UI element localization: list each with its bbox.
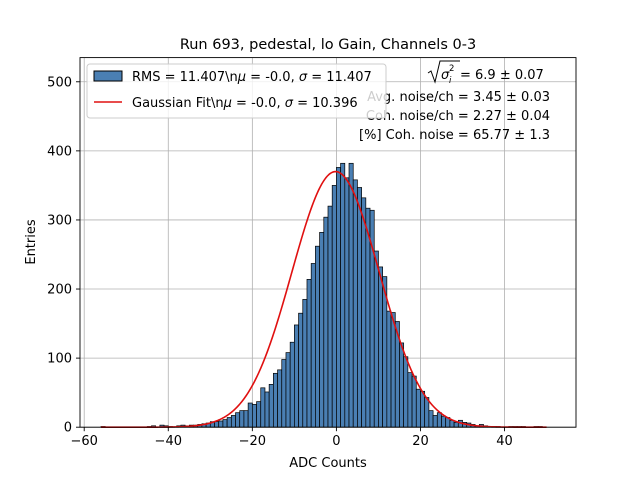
sigma-sq-value: = 6.9 ± 0.07 (460, 68, 544, 83)
x-tick-label: 0 (332, 434, 340, 449)
y-axis-ticks: 0 100 200 300 400 500 (47, 75, 80, 436)
histogram-bar (235, 412, 241, 428)
legend-box (86, 63, 387, 119)
legend-label-fit: Gaussian Fit\nμ = -0.0, σ = 10.396 (132, 96, 358, 111)
histogram-bar (214, 421, 220, 428)
x-axis-ticks: −60 −40 −20 0 20 40 (70, 427, 513, 449)
y-tick-label: 0 (64, 421, 72, 436)
y-tick-label: 200 (47, 283, 72, 298)
histogram-bar (344, 177, 350, 428)
pct-coh-noise-label: [%] Coh. noise = 65.77 ± 1.3 (359, 128, 550, 143)
histogram-bar (247, 402, 253, 428)
histogram-bar (361, 197, 367, 428)
histogram-bar (218, 420, 224, 428)
histogram-bar (302, 299, 308, 428)
histogram-bar (357, 187, 362, 428)
y-tick-label: 100 (47, 352, 72, 367)
histogram-bar (424, 397, 430, 428)
y-tick-label: 400 (47, 144, 72, 159)
histogram-bar (260, 387, 266, 428)
histogram-bar (281, 359, 287, 428)
histogram-bar (453, 422, 459, 428)
histogram-bar (273, 372, 278, 428)
x-tick-label: −60 (70, 434, 97, 449)
histogram-bar (365, 207, 371, 428)
histogram-bar (323, 216, 329, 428)
svg-text:i: i (449, 76, 452, 86)
histogram-bar (289, 341, 295, 428)
histogram-bar (294, 324, 299, 428)
legend-label-rms: RMS = 11.407\nμ = -0.0, σ = 11.407 (132, 70, 372, 85)
histogram-bar (306, 279, 312, 428)
histogram-bar (310, 263, 316, 428)
histogram-bar (251, 404, 257, 428)
histogram-bar (327, 205, 333, 428)
histogram-bar (315, 245, 320, 428)
histogram-bar (436, 412, 442, 428)
histogram-bar (264, 391, 270, 428)
histogram-bar (378, 266, 383, 428)
histogram-bar (407, 372, 413, 428)
y-tick-label: 500 (47, 75, 72, 90)
histogram-bar (256, 401, 262, 428)
histogram-bar (403, 356, 409, 428)
histogram-bar (428, 410, 434, 428)
histogram-bar (331, 185, 337, 428)
svg-text:σ: σ (441, 68, 450, 83)
histogram-bar (432, 415, 438, 428)
histogram-bar (319, 232, 325, 428)
histogram-bar (415, 388, 421, 428)
histogram-bar (390, 312, 396, 428)
histogram-bar (277, 369, 283, 428)
histogram-bar (420, 390, 426, 428)
x-tick-label: −40 (155, 434, 182, 449)
histogram-bar (340, 162, 346, 428)
sqrt-sign (427, 60, 460, 84)
chart-title: Run 693, pedestal, lo Gain, Channels 0-3 (180, 37, 476, 53)
legend-swatch-rms (93, 70, 123, 82)
x-tick-label: 20 (412, 434, 429, 449)
histogram-bar (230, 415, 236, 428)
y-tick-label: 300 (47, 213, 72, 228)
histogram-bar (298, 312, 304, 428)
histogram-bar (399, 342, 405, 428)
x-axis-label: ADC Counts (289, 456, 367, 471)
histogram-bar (336, 167, 341, 428)
x-tick-label: −20 (239, 434, 266, 449)
histogram-bar (411, 375, 417, 428)
histogram-bar (268, 384, 274, 428)
plot-frame (79, 57, 577, 428)
avg-noise-label: Avg. noise/ch = 3.45 ± 0.03 (367, 90, 550, 105)
histogram-bar (222, 419, 228, 428)
histogram-bar (441, 415, 447, 428)
y-axis-label: Entries (24, 219, 39, 265)
histogram-bar (373, 250, 379, 428)
svg-text:2: 2 (449, 64, 454, 74)
histogram-bar (285, 352, 291, 428)
histogram-bar (239, 410, 245, 428)
noise-annotations: σ 2 i = 6.9 ± 0.07 Avg. noise/ch = 3.45 … (359, 60, 550, 143)
sigma-sq-annotation: σ 2 i = 6.9 ± 0.07 (427, 60, 544, 86)
x-tick-label: 40 (496, 434, 513, 449)
histogram-bar (226, 417, 232, 428)
histogram-bar (386, 310, 392, 428)
histogram-bar (352, 179, 358, 428)
histogram-bar (243, 410, 249, 428)
histogram-bar (348, 162, 354, 428)
legend: RMS = 11.407\nμ = -0.0, σ = 11.407 Gauss… (86, 63, 387, 119)
coh-noise-label: Coh. noise/ch = 2.27 ± 0.04 (366, 109, 550, 124)
